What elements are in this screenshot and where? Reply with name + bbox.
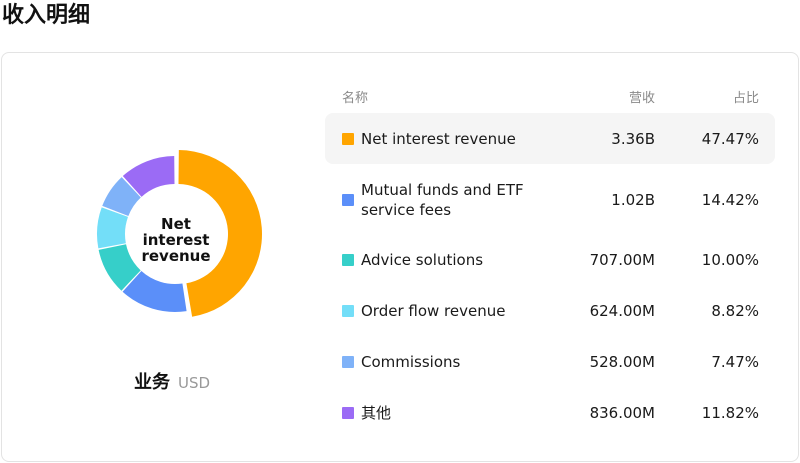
column-header-name: 名称 — [342, 91, 369, 106]
row-revenue: 528.00M — [589, 352, 655, 371]
column-header-share: 占比 — [732, 91, 759, 106]
row-share: 11.82% — [701, 403, 759, 422]
row-revenue: 3.36B — [611, 129, 655, 148]
legend-swatch — [342, 254, 354, 266]
donut-slice[interactable] — [122, 271, 187, 312]
row-share: 10.00% — [701, 250, 759, 269]
row-revenue: 1.02B — [611, 190, 655, 209]
chart-caption-title: 业务 — [134, 372, 170, 393]
legend-swatch — [342, 305, 354, 317]
table-row[interactable]: Mutual funds and ETF service fees 1.02B … — [325, 174, 775, 225]
table-row[interactable]: Commissions 528.00M 7.47% — [325, 336, 775, 387]
currency-unit: USD — [178, 374, 211, 392]
donut-slice[interactable] — [102, 177, 141, 216]
chart-caption: 业务 USD — [134, 368, 210, 394]
row-revenue: 836.00M — [589, 403, 655, 422]
legend-swatch — [342, 133, 354, 145]
legend-swatch — [342, 407, 354, 419]
row-name: 其他 — [361, 403, 392, 422]
donut-slice[interactable] — [96, 207, 129, 249]
row-share: 7.47% — [711, 352, 759, 371]
row-share: 14.42% — [701, 190, 759, 209]
legend-swatch — [342, 194, 354, 206]
row-name: Order flow revenue — [361, 301, 506, 320]
row-revenue: 624.00M — [589, 301, 655, 320]
row-share: 8.82% — [711, 301, 759, 320]
table-row[interactable]: 其他 836.00M 11.82% — [325, 387, 775, 438]
row-share: 47.47% — [701, 129, 759, 148]
row-name: Advice solutions — [361, 250, 484, 269]
row-name: Commissions — [361, 352, 461, 371]
donut-center-label: Net interest revenue — [141, 215, 211, 265]
revenue-donut-chart — [96, 150, 262, 317]
legend-swatch — [342, 356, 354, 368]
donut-slice[interactable] — [178, 150, 262, 317]
table-row[interactable]: Net interest revenue 3.36B 47.47% — [325, 113, 775, 164]
page-title: 收入明细 — [2, 3, 91, 28]
row-name: Net interest revenue — [361, 129, 516, 148]
table-row[interactable]: Order flow revenue 624.00M 8.82% — [325, 285, 775, 336]
row-revenue: 707.00M — [589, 250, 655, 269]
column-header-revenue: 营收 — [628, 91, 655, 106]
donut-slice[interactable] — [98, 244, 141, 291]
donut-slice[interactable] — [122, 156, 175, 197]
table-row[interactable]: Advice solutions 707.00M 10.00% — [325, 234, 775, 285]
row-name: Mutual funds and ETF service fees — [361, 180, 524, 219]
